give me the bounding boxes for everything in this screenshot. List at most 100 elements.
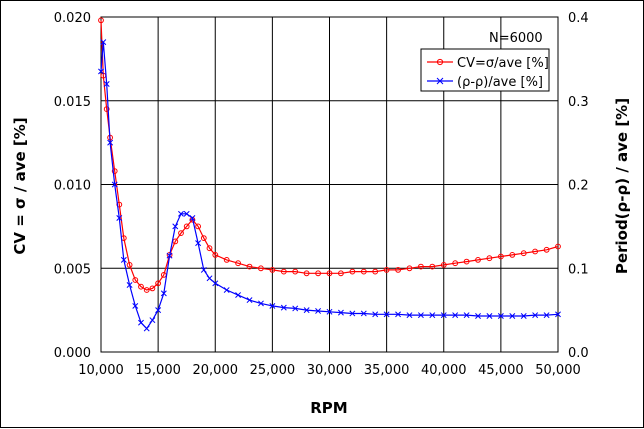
- y2-axis-ticks: 0.0 0.1 0.2 0.3 0.4: [568, 11, 589, 361]
- data-point: [486, 255, 493, 262]
- series-layer: [98, 17, 561, 332]
- series-peak-to-peak: [98, 39, 561, 332]
- data-point: [326, 270, 333, 277]
- data-point: [258, 265, 264, 272]
- data-point: [418, 263, 424, 270]
- y2-tick-label: 0.2: [568, 179, 589, 194]
- data-point: [189, 215, 196, 221]
- data-point: [303, 307, 310, 314]
- x-tick-label: 10,000: [78, 363, 124, 378]
- data-point: [257, 300, 264, 307]
- data-point: [475, 257, 481, 263]
- data-point: [126, 282, 133, 288]
- x-tick-label: 15,000: [135, 363, 181, 378]
- data-point: [360, 268, 367, 275]
- y-tick-label: 0.015: [54, 95, 91, 110]
- data-point: [143, 287, 150, 293]
- data-point: [132, 277, 139, 283]
- data-point: [98, 17, 104, 24]
- data-point: [155, 307, 162, 314]
- y-tick-label: 0.000: [54, 346, 91, 361]
- data-point: [315, 270, 322, 277]
- legend-marker-pp: [436, 77, 444, 85]
- data-point: [463, 312, 470, 319]
- data-point: [509, 252, 516, 258]
- legend-marker-cv: [436, 58, 444, 66]
- data-point: [178, 210, 184, 217]
- legend: CV=σ/ave [%] (ρ-ρ)/ave [%]: [420, 48, 550, 92]
- data-point: [100, 39, 107, 46]
- data-point: [509, 313, 516, 319]
- data-point: [111, 168, 118, 175]
- data-point: [183, 223, 190, 230]
- data-point: [116, 215, 123, 221]
- data-point: [395, 267, 402, 273]
- y-tick-label: 0.010: [54, 179, 91, 194]
- data-point: [246, 297, 253, 304]
- data-point: [486, 313, 493, 319]
- data-point: [195, 223, 202, 230]
- data-point: [543, 312, 550, 319]
- y2-tick-label: 0.3: [568, 95, 589, 110]
- data-point: [543, 246, 550, 253]
- data-point: [223, 257, 230, 263]
- data-point: [138, 319, 144, 326]
- data-point: [440, 262, 447, 268]
- data-point: [349, 310, 356, 317]
- data-point: [212, 252, 219, 258]
- data-point: [532, 248, 538, 255]
- x-axis-ticks: 10,000 15,000 20,000 25,000 30,000 35,000 40,0…: [78, 363, 581, 378]
- data-point: [520, 313, 527, 319]
- data-point: [337, 309, 344, 316]
- data-point: [98, 68, 104, 75]
- x-axis-title: RPM: [310, 399, 347, 417]
- data-point: [406, 312, 413, 319]
- data-point: [463, 258, 470, 265]
- x-tick-label: 25,000: [250, 363, 296, 378]
- data-point: [280, 268, 287, 275]
- data-point: [497, 313, 504, 319]
- data-point: [206, 275, 213, 282]
- data-point: [338, 270, 344, 277]
- data-point: [178, 230, 184, 237]
- annotation-n: N=6000: [489, 31, 543, 46]
- data-point: [103, 106, 110, 112]
- data-point: [555, 243, 561, 250]
- data-point: [429, 263, 436, 270]
- data-point: [172, 223, 179, 230]
- y-tick-label: 0.020: [54, 11, 91, 26]
- data-point: [406, 265, 413, 272]
- x-tick-label: 40,000: [421, 363, 467, 378]
- data-point: [417, 312, 424, 319]
- data-point: [195, 240, 202, 247]
- data-point: [292, 305, 299, 312]
- data-point: [395, 311, 402, 318]
- data-point: [429, 312, 436, 319]
- data-point: [132, 302, 139, 309]
- data-point: [103, 81, 110, 87]
- data-point: [440, 312, 447, 319]
- data-point: [183, 210, 190, 217]
- gridlines: [100, 16, 559, 353]
- data-point: [160, 290, 167, 297]
- x-tick-label: 30,000: [307, 363, 353, 378]
- data-point: [149, 317, 156, 324]
- data-point: [166, 252, 173, 259]
- legend-label-pp: (ρ-ρ)/ave [%]: [457, 75, 543, 90]
- data-point: [149, 285, 156, 292]
- data-point: [200, 235, 207, 242]
- y2-tick-label: 0.1: [568, 262, 589, 277]
- data-point: [269, 302, 276, 309]
- data-point: [126, 262, 133, 268]
- y2-axis-title: Period(ρ-ρ) / ave [%]: [613, 98, 631, 274]
- data-point: [280, 304, 287, 311]
- data-point: [235, 292, 242, 299]
- data-point: [107, 139, 114, 146]
- series-line: [100, 20, 559, 291]
- data-point: [120, 256, 127, 263]
- x-tick-label: 45,000: [478, 363, 524, 378]
- series-cv: [98, 17, 561, 293]
- data-point: [349, 268, 356, 275]
